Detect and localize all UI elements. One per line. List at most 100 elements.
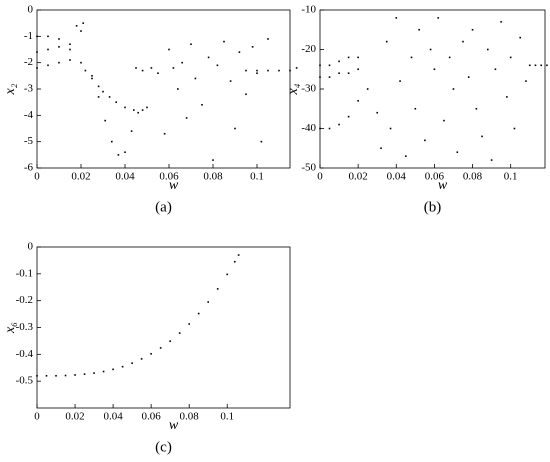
point: [256, 69, 258, 72]
y-tick-label: -20: [301, 43, 316, 55]
point: [399, 80, 401, 82]
x-tick-label: 0: [34, 171, 40, 183]
point: [141, 109, 144, 111]
point: [102, 370, 105, 373]
point: [347, 72, 350, 74]
point: [124, 106, 126, 109]
y-tick-label: -50: [301, 162, 316, 174]
point: [481, 135, 483, 138]
point: [141, 69, 144, 72]
point: [289, 69, 291, 72]
point: [207, 56, 210, 59]
point: [131, 362, 133, 364]
y-tick-label: -2: [24, 56, 33, 68]
x-tick-label: 0: [34, 411, 40, 423]
x-tick-label: 0.06: [425, 171, 445, 183]
y-tick-label: -1: [24, 30, 33, 42]
point: [36, 51, 38, 53]
point: [201, 104, 203, 106]
point: [328, 127, 331, 130]
point: [194, 77, 197, 80]
point: [251, 46, 254, 48]
point: [226, 273, 229, 276]
point: [519, 36, 522, 39]
point: [36, 375, 38, 377]
point: [74, 374, 76, 376]
point: [395, 17, 398, 19]
y-tick-label: -4: [24, 109, 34, 121]
point: [223, 40, 225, 43]
x-tick-label: 0.04: [115, 171, 135, 183]
point: [216, 288, 219, 290]
point: [328, 76, 331, 78]
point: [91, 75, 93, 77]
point: [45, 375, 48, 377]
point: [509, 56, 512, 59]
point: [357, 100, 359, 102]
point: [36, 67, 38, 69]
point: [188, 323, 190, 325]
x-tick-label: 0.06: [142, 411, 162, 423]
point: [157, 72, 159, 74]
x-tick-label: 0.06: [159, 171, 179, 183]
point: [443, 119, 445, 122]
y-tick-label: -40: [301, 122, 316, 134]
point: [58, 38, 60, 40]
point: [212, 159, 214, 161]
point: [385, 40, 388, 43]
point: [111, 140, 113, 143]
y-axis-label: x₄: [286, 83, 301, 95]
point: [319, 76, 321, 78]
point: [36, 35, 38, 38]
y-tick-label: -3: [24, 83, 34, 95]
point: [295, 67, 298, 69]
point: [328, 64, 331, 67]
point: [112, 368, 114, 371]
point: [181, 61, 183, 64]
point: [319, 64, 321, 67]
point: [534, 64, 537, 67]
point: [97, 85, 100, 88]
point: [150, 67, 153, 69]
point: [190, 43, 192, 46]
point: [471, 28, 474, 31]
point: [448, 56, 451, 59]
point: [178, 332, 181, 334]
point: [82, 22, 84, 24]
point: [229, 80, 232, 82]
plot-frame: [319, 9, 546, 169]
point: [380, 147, 382, 150]
x-tick-label: 0.02: [349, 171, 368, 183]
y-tick-label: 0: [28, 241, 34, 253]
point: [513, 127, 516, 130]
y-tick-label: -10: [301, 4, 316, 16]
x-tick-label: 0.1: [220, 411, 234, 423]
point: [245, 93, 247, 96]
x-axis-label: w: [169, 178, 179, 193]
point: [528, 64, 531, 67]
point: [494, 68, 497, 71]
point: [456, 151, 459, 153]
point: [102, 90, 104, 93]
point: [47, 35, 49, 38]
point: [319, 127, 321, 130]
point: [97, 96, 100, 98]
point: [197, 312, 200, 315]
point: [234, 127, 236, 130]
plot-frame: [36, 9, 291, 169]
point: [429, 48, 432, 51]
point: [452, 88, 455, 90]
point: [357, 56, 359, 59]
point: [91, 77, 93, 80]
point: [278, 69, 280, 72]
y-axis-label: x₆: [3, 322, 18, 334]
point: [150, 352, 152, 355]
x-tick-label: 0.02: [71, 171, 90, 183]
point: [172, 67, 175, 69]
point: [185, 117, 188, 119]
point: [347, 56, 350, 59]
point: [256, 72, 258, 74]
point: [338, 60, 340, 63]
point: [83, 373, 86, 375]
point: [540, 64, 542, 67]
